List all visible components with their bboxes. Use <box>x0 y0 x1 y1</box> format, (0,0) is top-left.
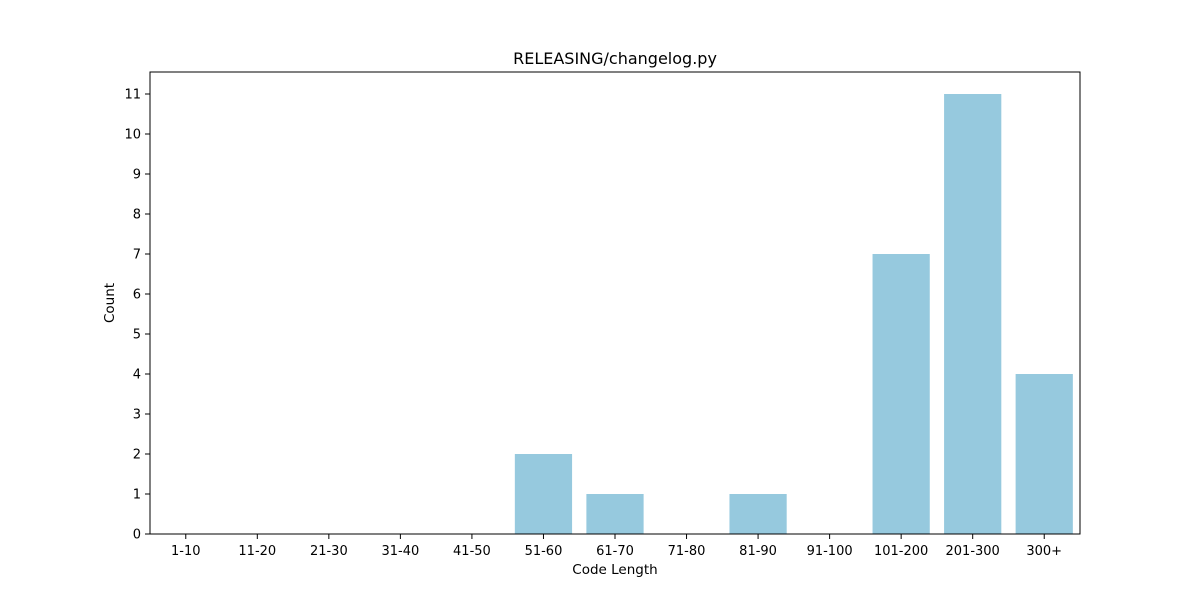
x-tick-label: 201-300 <box>946 544 1000 559</box>
bar-81-90 <box>729 494 787 534</box>
bars-group <box>514 94 1073 534</box>
y-tick-label: 7 <box>133 248 141 263</box>
x-tick-label: 81-90 <box>739 544 777 559</box>
y-tick-label: 11 <box>124 88 141 103</box>
x-tick-label: 300+ <box>1026 544 1062 559</box>
x-tick-label: 91-100 <box>807 544 853 559</box>
y-ticks-group: 0 1 2 3 4 5 6 7 8 9 10 11 <box>124 88 150 543</box>
bar-300+ <box>1015 374 1073 534</box>
x-ticks-group: 1-10 11-20 21-30 31-40 41-50 51-60 61-70 71-80 8… <box>171 534 1062 559</box>
bar-61-70 <box>586 494 644 534</box>
y-tick-label: 5 <box>133 328 141 343</box>
y-tick-label: 6 <box>133 288 141 303</box>
y-tick-label: 3 <box>133 408 141 423</box>
y-tick-label: 2 <box>133 448 141 463</box>
y-tick-label: 4 <box>133 368 141 383</box>
plot-frame <box>149 71 1081 535</box>
x-tick-label: 11-20 <box>238 544 276 559</box>
x-tick-label: 21-30 <box>310 544 348 559</box>
y-axis-label: Count <box>102 283 118 323</box>
y-tick-label: 0 <box>133 528 141 543</box>
x-tick-label: 61-70 <box>596 544 634 559</box>
x-tick-label: 41-50 <box>453 544 491 559</box>
x-tick-label: 71-80 <box>668 544 706 559</box>
y-tick-label: 10 <box>124 128 141 143</box>
bar-201-300 <box>944 94 1002 534</box>
bar-101-200 <box>872 254 930 534</box>
chart-title: RELEASING/changelog.py <box>513 49 717 68</box>
y-tick-label: 8 <box>133 208 141 223</box>
x-tick-label: 51-60 <box>525 544 563 559</box>
plot-area <box>150 72 1080 534</box>
x-tick-label: 1-10 <box>171 544 201 559</box>
x-tick-label: 101-200 <box>874 544 928 559</box>
bar-51-60 <box>514 454 573 534</box>
x-tick-label: 31-40 <box>381 544 419 559</box>
y-tick-label: 1 <box>133 488 141 503</box>
x-axis-label: Code Length <box>572 562 657 578</box>
y-tick-label: 9 <box>133 168 141 183</box>
